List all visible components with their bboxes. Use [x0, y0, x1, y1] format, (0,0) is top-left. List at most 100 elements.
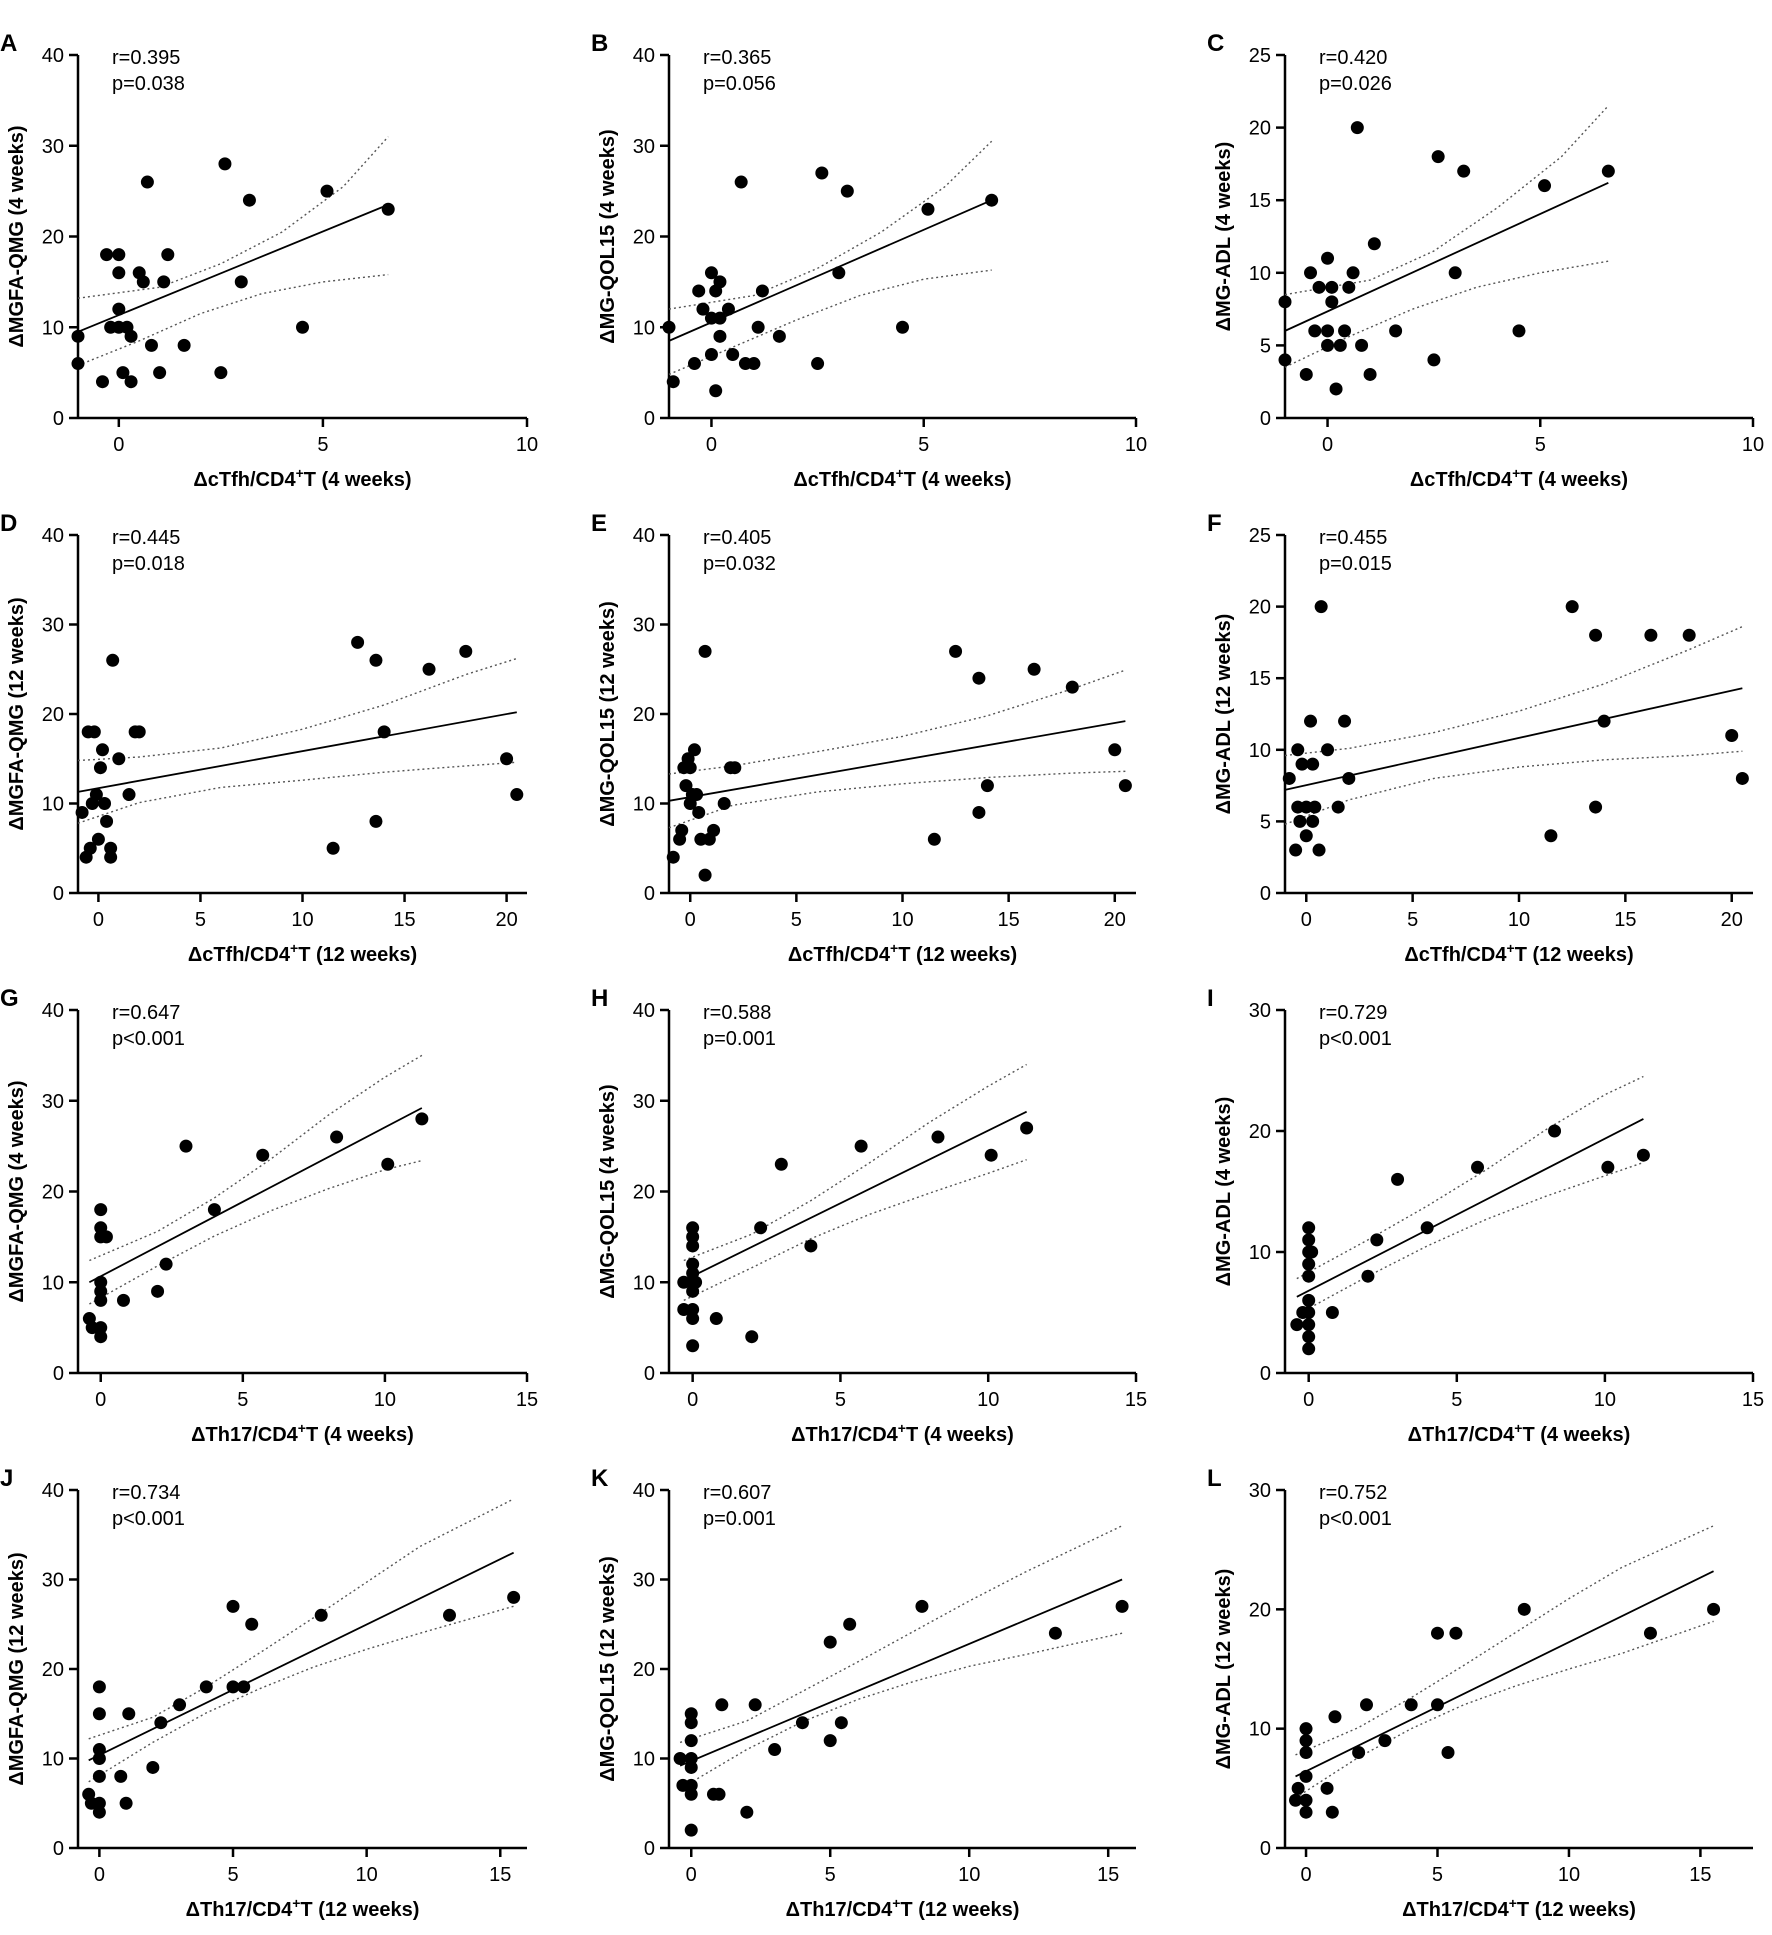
y-tick-label: 20 [633, 1659, 655, 1681]
data-point [214, 366, 228, 380]
data-point [751, 320, 765, 334]
data-point [161, 248, 175, 262]
x-axis-title-main: ΔTh17/CD4 [191, 1424, 298, 1446]
data-point [1299, 367, 1313, 381]
x-tick-label: 0 [95, 1389, 106, 1411]
x-axis-title: ΔcTfh/CD4+T (4 weeks) [1410, 465, 1628, 491]
ci-upper-curve [89, 1054, 423, 1262]
data-point [1601, 1160, 1615, 1174]
y-tick-label: 10 [1249, 263, 1271, 285]
y-tick-label: 30 [42, 1570, 64, 1592]
x-axis-title-rest: T (4 weeks) [304, 469, 412, 491]
regression-line [77, 203, 389, 333]
y-axis-title: ΔMG-ADL (4 weeks) [1213, 142, 1235, 332]
x-tick-label: 10 [891, 909, 913, 931]
data-point [1342, 771, 1356, 785]
data-point [1020, 1121, 1034, 1135]
p-value: p<0.001 [1319, 1508, 1392, 1530]
data-point [717, 797, 731, 810]
x-axis-title-superscript: + [1509, 1895, 1517, 1911]
data-point [415, 1112, 429, 1126]
y-tick-label: 20 [1249, 1599, 1271, 1621]
data-point [422, 662, 436, 676]
p-value: p<0.001 [112, 1508, 185, 1530]
y-tick-label: 0 [53, 408, 64, 430]
ci-lower-curve [77, 761, 517, 824]
x-tick-label: 5 [1407, 909, 1418, 931]
data-point [1314, 600, 1328, 614]
data-point [122, 788, 136, 802]
panel-letter: L [1207, 1465, 1222, 1492]
data-point [1299, 1805, 1313, 1819]
data-point [442, 1608, 456, 1622]
data-point [1431, 150, 1445, 164]
data-point [696, 302, 710, 316]
panel-letter: I [1207, 985, 1214, 1012]
data-point [1548, 1124, 1562, 1138]
y-tick-label: 0 [644, 1363, 655, 1385]
data-point [666, 850, 680, 864]
correlation-r: r=0.752 [1319, 1482, 1387, 1504]
data-point [1027, 662, 1041, 676]
y-tick-label: 40 [633, 1480, 655, 1502]
data-point [1589, 800, 1603, 814]
data-point [1449, 1626, 1463, 1640]
data-point [1289, 1793, 1303, 1807]
y-tick-label: 30 [633, 1570, 655, 1592]
data-point [71, 357, 85, 371]
y-tick-label: 0 [1260, 883, 1271, 905]
y-tick-label: 10 [633, 794, 655, 816]
y-tick-label: 15 [1249, 668, 1271, 690]
x-axis-title-rest: T (4 weeks) [1520, 469, 1628, 491]
data-point [92, 1769, 106, 1783]
data-point [106, 653, 120, 667]
ci-upper-curve [668, 140, 993, 310]
x-axis-title-superscript: + [1507, 940, 1515, 956]
data-point [1352, 1746, 1366, 1760]
data-point [1321, 324, 1335, 338]
data-point [245, 1617, 259, 1631]
y-tick-label: 15 [1249, 190, 1271, 212]
data-point [92, 1752, 106, 1765]
data-point [843, 1617, 857, 1631]
x-tick-label: 10 [374, 1389, 396, 1411]
data-point [507, 1590, 521, 1604]
data-point [1289, 843, 1303, 857]
data-point [104, 841, 118, 855]
ci-lower-curve [668, 770, 1126, 829]
data-point [226, 1599, 240, 1613]
data-point [840, 184, 854, 198]
ci-lower-curve [88, 1605, 514, 1783]
p-value: p=0.032 [703, 553, 776, 575]
data-point [94, 1284, 108, 1298]
data-point [1363, 367, 1377, 381]
y-tick-label: 20 [1249, 118, 1271, 140]
data-point [985, 193, 999, 207]
data-point [755, 284, 769, 298]
panel-letter: B [591, 30, 608, 57]
x-tick-label: 10 [977, 1389, 999, 1411]
data-point [984, 1148, 998, 1162]
y-tick-label: 20 [1249, 1121, 1271, 1143]
data-point [1308, 324, 1322, 338]
x-axis-title-main: ΔTh17/CD4 [1408, 1424, 1515, 1446]
data-point [704, 266, 718, 280]
y-axis-title: ΔMGFA-QMG (4 weeks) [6, 125, 28, 347]
x-tick-label: 5 [227, 1864, 238, 1886]
x-tick-label: 5 [918, 434, 929, 456]
x-tick-label: 15 [1742, 1389, 1764, 1411]
x-tick-label: 0 [113, 434, 124, 456]
data-point [1512, 324, 1526, 338]
x-tick-label: 5 [1432, 1864, 1443, 1886]
data-point [745, 1330, 759, 1344]
data-point [1355, 338, 1369, 352]
data-point [122, 1707, 136, 1721]
data-point [686, 1221, 700, 1235]
x-tick-label: 15 [489, 1864, 511, 1886]
x-tick-label: 10 [1742, 434, 1764, 456]
data-point [157, 275, 171, 289]
data-point [314, 1608, 328, 1622]
data-point [326, 841, 340, 855]
y-tick-label: 0 [1260, 1838, 1271, 1860]
data-point [1420, 1221, 1434, 1235]
